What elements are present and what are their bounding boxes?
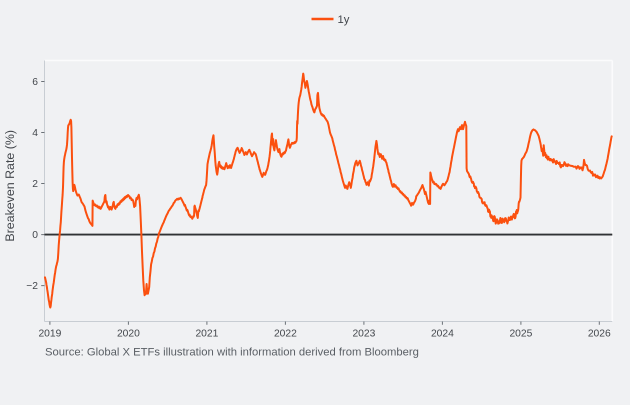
svg-text:2026: 2026 [588, 329, 611, 340]
svg-text:2023: 2023 [352, 329, 375, 340]
svg-text:2021: 2021 [195, 329, 218, 340]
svg-text:Source: Global X ETFs illustra: Source: Global X ETFs illustration with … [45, 347, 419, 359]
svg-text:0: 0 [32, 230, 38, 241]
svg-text:4: 4 [32, 128, 38, 139]
svg-text:2022: 2022 [274, 329, 297, 340]
svg-text:2025: 2025 [509, 329, 532, 340]
svg-text:Breakeven Rate (%): Breakeven Rate (%) [3, 130, 17, 242]
svg-text:2020: 2020 [117, 329, 140, 340]
svg-text:2024: 2024 [431, 329, 454, 340]
svg-text:2: 2 [32, 179, 38, 190]
svg-text:2019: 2019 [38, 329, 61, 340]
svg-text:1y: 1y [338, 14, 350, 26]
svg-text:6: 6 [32, 77, 38, 88]
svg-text:−2: −2 [26, 281, 38, 292]
